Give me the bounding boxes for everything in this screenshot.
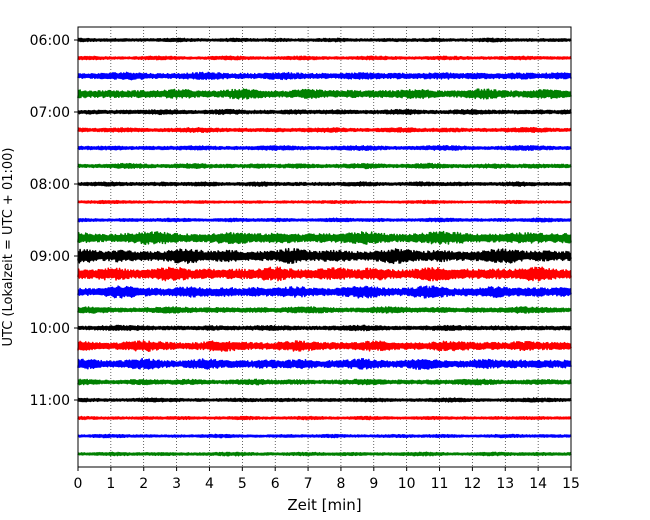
seismic-trace xyxy=(77,199,572,205)
y-tick-label: 10:00 xyxy=(30,321,70,337)
y-axis-ticks: 06:00 07:00 08:00 09:00 10:00 11:00 xyxy=(30,33,78,409)
y-tick-label: 11:00 xyxy=(30,393,70,409)
x-tick-label: 9 xyxy=(369,476,378,492)
seismic-trace xyxy=(77,285,572,299)
x-tick-label: 1 xyxy=(106,476,115,492)
seismic-traces xyxy=(77,37,572,457)
seismic-trace xyxy=(77,55,572,61)
seismic-trace xyxy=(77,415,572,421)
seismic-trace xyxy=(77,340,572,352)
y-axis-label: UTC (Lokalzeit = UTC + 01:00) xyxy=(1,148,16,347)
seismic-trace xyxy=(77,324,572,332)
seismic-trace xyxy=(77,162,572,170)
x-tick-label: 14 xyxy=(529,476,547,492)
x-tick-label: 13 xyxy=(496,476,514,492)
x-tick-label: 5 xyxy=(238,476,247,492)
seismic-trace xyxy=(77,357,572,370)
seismic-trace xyxy=(77,397,572,403)
y-tick-label: 09:00 xyxy=(30,249,70,265)
x-tick-label: 15 xyxy=(562,476,580,492)
seismic-trace xyxy=(77,126,572,134)
x-tick-label: 7 xyxy=(304,476,313,492)
seismic-trace xyxy=(77,88,572,100)
x-tick-label: 0 xyxy=(74,476,83,492)
seismic-trace xyxy=(77,108,572,116)
seismic-trace xyxy=(77,247,572,265)
x-tick-label: 4 xyxy=(205,476,214,492)
x-tick-label: 3 xyxy=(172,476,181,492)
seismic-trace xyxy=(77,37,572,43)
x-tick-label: 8 xyxy=(336,476,345,492)
seismic-trace xyxy=(77,181,572,187)
seismic-trace xyxy=(77,71,572,81)
x-axis-ticks: 0 1 2 3 4 5 6 7 8 9 10 11 12 13 14 15 xyxy=(74,467,580,492)
seismic-trace xyxy=(77,451,572,457)
x-tick-label: 10 xyxy=(398,476,416,492)
y-tick-label: 06:00 xyxy=(30,33,70,49)
plot-frame xyxy=(77,26,572,468)
x-tick-label: 12 xyxy=(463,476,481,492)
seismic-trace xyxy=(77,217,572,223)
seismic-trace xyxy=(77,433,572,439)
seismic-trace xyxy=(77,266,572,282)
x-axis-label: Zeit [min] xyxy=(287,496,361,514)
y-tick-label: 07:00 xyxy=(30,105,70,121)
x-tick-label: 6 xyxy=(271,476,280,492)
grid-lines xyxy=(110,27,539,467)
y-tick-label: 08:00 xyxy=(30,177,70,193)
seismic-trace xyxy=(77,306,572,314)
x-tick-label: 11 xyxy=(431,476,449,492)
seismic-trace xyxy=(77,144,572,152)
seismic-trace xyxy=(77,230,572,245)
x-tick-label: 2 xyxy=(139,476,148,492)
seismic-trace xyxy=(77,378,572,386)
